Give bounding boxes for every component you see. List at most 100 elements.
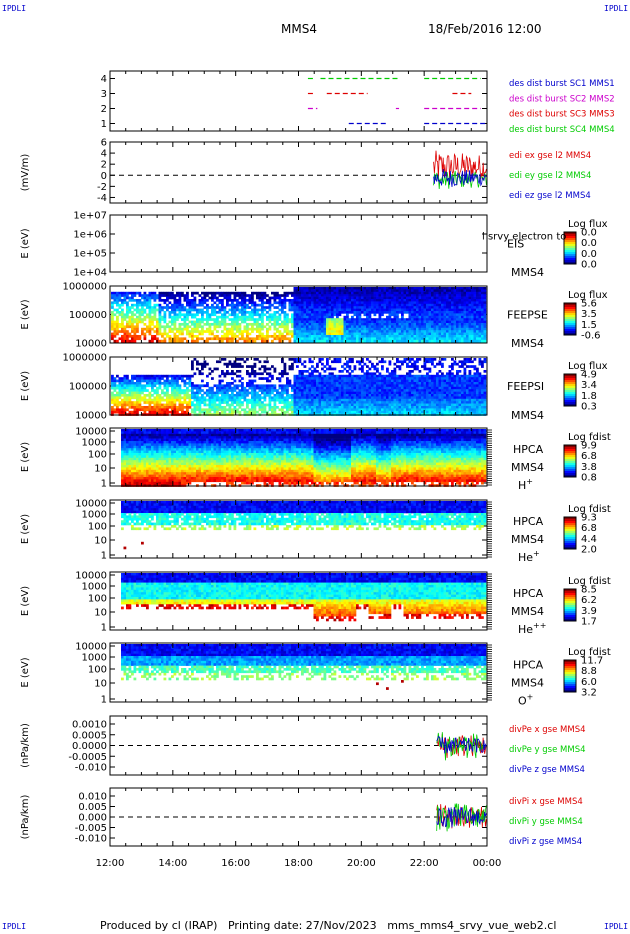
panel-feepsi-cell (228, 398, 232, 402)
panel-feepse-cell (131, 291, 134, 295)
panel-feepse-cell (288, 318, 292, 321)
panel-feepse-cell (341, 323, 344, 326)
panel-feepsi-cell (286, 372, 289, 376)
panel-feepse-cell (156, 332, 159, 336)
panel-feepse-cell (253, 301, 257, 305)
panel-feepse-cell (451, 313, 454, 317)
panel-feepse-cell (436, 291, 439, 295)
panel-feepsi-cell (333, 374, 337, 378)
panel-feepsi-cell (131, 374, 134, 378)
panel-feepse-cell (398, 311, 402, 314)
panel-feepsi-cell (123, 406, 127, 409)
panel-feepse-cell (201, 308, 204, 312)
panel-feepse-cell (478, 291, 482, 295)
panel-feepsi-cell (163, 379, 167, 383)
panel-feepse-cell (288, 301, 292, 305)
panel-feepsi-cell (338, 374, 342, 378)
panel-feepse-cell (261, 291, 264, 295)
panel-feepse-cell (436, 327, 439, 331)
panel-feepsi-cell (358, 360, 362, 364)
panel-feepsi-cell (213, 401, 217, 404)
panel-feepsi-cell (166, 391, 169, 395)
panel-feepsi-cell (298, 401, 302, 404)
panel-feepse-cell (381, 289, 384, 293)
panel-feepsi-cell (328, 367, 332, 371)
panel-feepse-cell (418, 320, 422, 324)
panel-feepse-colorbar-tick: -0.6 (581, 331, 601, 342)
panel-feepse-cell (258, 318, 262, 321)
panel-feepsi-cell (361, 386, 364, 390)
panel-feepse-cell (208, 332, 212, 336)
panel-feepsi-cell (351, 410, 354, 414)
panel-feepsi-cell (228, 406, 232, 409)
panel-feepse-cell (283, 296, 287, 300)
panel-feepse-cell (351, 325, 354, 329)
panel-feepse-cell (206, 320, 209, 324)
panel-feepse-cell (346, 327, 349, 331)
panel-feepsi-cell (303, 382, 307, 385)
panel-feepse-cell (136, 327, 139, 331)
panel-feepse-cell (423, 301, 427, 305)
panel-feepsi-cell (306, 410, 309, 414)
panel-feepsi-cell (283, 391, 287, 395)
panel-feepsi-cell (178, 374, 182, 378)
panel-feepse-cell (303, 287, 307, 290)
panel-feepse-cell (203, 323, 207, 326)
panel-feepse-cell (283, 330, 287, 333)
panel-feepse-cell (443, 325, 447, 329)
panel-feepse-cell (128, 311, 132, 314)
panel-feepse-cell (148, 315, 152, 319)
panel-feepsi-cell (166, 379, 169, 383)
panel-feepsi-cell (168, 410, 172, 414)
panel-feepse-cell (121, 327, 124, 331)
panel-feepse-cell (371, 318, 374, 321)
panel-feepse-cell (356, 330, 359, 333)
panel-feepse-cell (433, 335, 437, 338)
panel-feepsi-cell (346, 406, 349, 409)
panel-feepse-cell (351, 303, 354, 307)
panel-feepsi-cell (206, 391, 209, 395)
panel-feepsi-cell (358, 386, 362, 390)
panel-feepsi-cell (191, 394, 194, 397)
panel-feepse-cell (381, 323, 384, 326)
panel-feepse-cell (336, 296, 339, 300)
panel-feepse-cell (161, 339, 164, 343)
panel-burst-ytick-label: 1 (101, 119, 107, 130)
panel-feepse-cell (208, 318, 212, 321)
panel-feepsi-cell (161, 396, 164, 400)
panel-feepsi-cell (318, 403, 322, 407)
panel-feepse-cell (316, 291, 319, 295)
panel-feepsi-cell (128, 386, 132, 390)
panel-feepse-cell (251, 313, 254, 317)
panel-feepsi-cell (356, 384, 359, 388)
panel-feepsi-cell (166, 398, 169, 402)
panel-feepse-cell (151, 337, 154, 341)
panel-feepse-cell (428, 330, 432, 333)
panel-feepse-cell (136, 330, 139, 333)
panel-feepsi-cell (223, 389, 227, 392)
panel-feepsi-cell (236, 394, 239, 397)
panel-feepsi-cell (326, 410, 329, 414)
panel-feepse-cell (386, 308, 389, 312)
panel-feepse-cell (426, 330, 429, 333)
panel-feepse-cell (376, 335, 379, 338)
panel-feepsi-cell (196, 389, 199, 392)
panel-feepsi-cell (218, 379, 222, 383)
panel-feepse-cell (248, 311, 252, 314)
panel-feepse-cell (173, 318, 177, 321)
panel-feepse-cell (293, 339, 297, 343)
panel-feepse-cell (333, 308, 337, 312)
panel-feepse-cell (183, 318, 187, 321)
panel-feepsi-cell (208, 403, 212, 407)
panel-feepsi-cell (326, 382, 329, 385)
panel-feepse-cell (318, 289, 322, 293)
panel-feepsi-cell (321, 403, 324, 407)
panel-feepsi-cell (336, 406, 339, 409)
panel-feepse-cell (198, 323, 202, 326)
panel-feepse-cell (308, 299, 312, 302)
panel-feepsi-cell (251, 372, 254, 376)
panel-feepse-cell (316, 337, 319, 341)
panel-feepsi-cell (381, 406, 384, 409)
panel-feepse-cell (233, 299, 237, 302)
panel-feepse-cell (331, 332, 334, 336)
